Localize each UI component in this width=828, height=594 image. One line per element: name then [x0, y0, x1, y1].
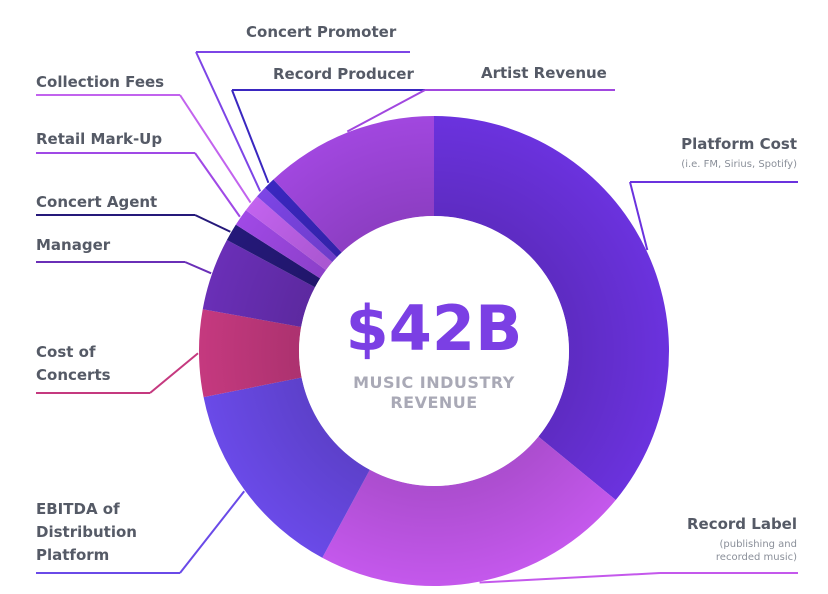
label-cost-of-concerts-line1: Cost of — [36, 343, 96, 361]
label-record-label: Record Label — [687, 515, 797, 533]
label-concert-promoter: Concert Promoter — [246, 23, 397, 41]
label-ebitda-line3: Platform — [36, 546, 109, 564]
leader-lines — [36, 51, 798, 584]
leader-connector-platform — [629, 181, 649, 251]
label-ebitda-line2: Distribution — [36, 523, 137, 541]
center-value: $42B — [346, 292, 523, 365]
label-record-producer: Record Producer — [273, 65, 414, 83]
leader-connector-retail — [194, 152, 241, 218]
sublabel-platform-cost: (i.e. FM, Sirius, Spotify) — [681, 159, 797, 170]
leader-connector-collection — [179, 94, 252, 204]
label-platform-cost: Platform Cost — [681, 135, 797, 153]
leader-connector-concerts — [149, 352, 199, 394]
center-caption-line1: MUSIC INDUSTRY — [353, 373, 515, 392]
label-cost-of-concerts-line2: Concerts — [36, 366, 111, 384]
leader-connector-record_label — [479, 572, 661, 584]
label-artist-revenue: Artist Revenue — [481, 64, 607, 82]
label-manager: Manager — [36, 236, 111, 254]
donut-hole — [299, 216, 569, 486]
center-caption-line2: REVENUE — [390, 393, 477, 412]
label-concert-agent: Concert Agent — [36, 193, 157, 211]
label-collection-fees: Collection Fees — [36, 73, 164, 91]
label-retail-markup: Retail Mark-Up — [36, 130, 162, 148]
leader-connector-manager — [184, 261, 212, 275]
leader-connector-artist — [346, 89, 426, 133]
leader-connector-ebitda — [179, 490, 245, 574]
leader-connector-agent — [194, 214, 231, 233]
leader-connector-producer — [231, 89, 270, 184]
label-ebitda-line1: EBITDA of — [36, 500, 120, 518]
sublabel-record-label-line1: (publishing and — [720, 539, 798, 550]
sublabel-record-label-line2: recorded music) — [716, 552, 797, 563]
leader-connector-promoter — [195, 51, 262, 192]
